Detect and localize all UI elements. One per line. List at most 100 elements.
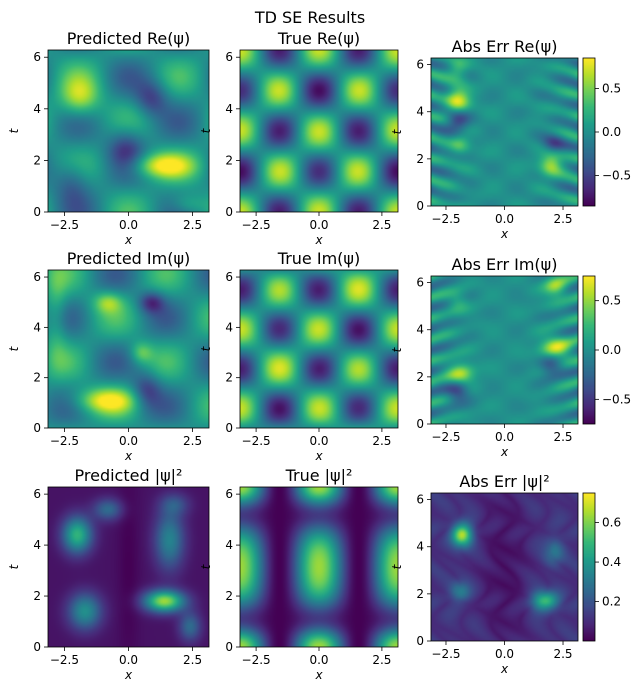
y-tick-label: 6 xyxy=(416,58,424,72)
panel-pred_re: Predicted Re(ψ) −2.5 0.0 2.5 0 2 4 6 x t xyxy=(7,29,210,247)
panel-err_im: Abs Err Im(ψ) −2.5 0.0 2.5 0 2 4 6 x t 0.5 0.0 −0.5 xyxy=(390,255,631,459)
panel-true_abs: True |ψ|² −2.5 0.0 2.5 0 2 4 6 x t xyxy=(199,466,399,682)
x-tick-label: 0.0 xyxy=(119,653,138,667)
x-tick-label: −2.5 xyxy=(242,218,271,232)
panel-title: True Im(ψ) xyxy=(277,249,360,268)
y-tick-label: 6 xyxy=(33,270,41,284)
x-tick-label: 2.5 xyxy=(183,653,202,667)
x-tick-label: −2.5 xyxy=(50,218,79,232)
colorbar-tick-label: 0.6 xyxy=(602,516,621,530)
x-tick-label: −2.5 xyxy=(50,653,79,667)
panel-title: Abs Err |ψ|² xyxy=(459,472,549,491)
colorbar-tick-label: −0.5 xyxy=(602,169,631,183)
y-tick-label: 0 xyxy=(416,417,424,431)
x-axis-label: x xyxy=(500,445,509,459)
y-tick-label: 4 xyxy=(225,102,233,116)
y-axis-label: t xyxy=(199,563,213,569)
x-tick-label: 2.5 xyxy=(372,653,391,667)
colorbar-tick-label: 0.2 xyxy=(602,595,621,609)
colorbar-tick-label: 0.5 xyxy=(602,81,621,95)
y-tick-label: 0 xyxy=(225,640,233,654)
figure-suptitle: TD SE Results xyxy=(254,8,365,27)
colorbar-tick-label: 0.4 xyxy=(602,555,621,569)
colorbar-gradient xyxy=(583,58,595,206)
panel-true_im: True Im(ψ) −2.5 0.0 2.5 0 2 4 6 x t xyxy=(199,249,399,463)
panel-title: True Re(ψ) xyxy=(277,29,360,48)
colorbar: 0.5 0.0 −0.5 xyxy=(582,275,631,425)
x-tick-label: 0.0 xyxy=(119,434,138,448)
panel-title: Abs Err Re(ψ) xyxy=(452,37,558,56)
x-tick-label: 0.0 xyxy=(309,434,328,448)
panel-title: Abs Err Im(ψ) xyxy=(452,255,558,274)
colorbar-frame xyxy=(582,492,596,642)
y-axis-label: t xyxy=(199,127,213,133)
x-tick-label: 2.5 xyxy=(183,434,202,448)
heatmap-pred_abs xyxy=(48,487,209,647)
y-tick-label: 2 xyxy=(225,589,233,603)
x-tick-label: 2.5 xyxy=(553,430,572,444)
panel-title: Predicted |ψ|² xyxy=(75,466,183,485)
heatmap-true_im xyxy=(240,270,398,428)
colorbar-tick-label: −0.5 xyxy=(602,392,631,406)
y-tick-label: 0 xyxy=(416,634,424,648)
y-tick-label: 0 xyxy=(33,205,41,219)
heatmap-err_re xyxy=(431,58,578,206)
y-axis-label: t xyxy=(7,563,21,569)
y-tick-label: 4 xyxy=(416,540,424,554)
y-tick-label: 4 xyxy=(416,323,424,337)
colorbar-tick-label: 0.0 xyxy=(602,343,621,357)
x-axis-label: x xyxy=(314,668,323,682)
x-tick-label: 2.5 xyxy=(372,218,391,232)
y-tick-label: 6 xyxy=(225,487,233,501)
x-tick-label: 2.5 xyxy=(553,647,572,661)
panel-pred_abs: Predicted |ψ|² −2.5 0.0 2.5 0 2 4 6 x t xyxy=(7,466,210,682)
heatmap-err_im xyxy=(431,276,578,424)
colorbar: 0.6 0.4 0.2 xyxy=(582,492,621,642)
x-axis-label: x xyxy=(124,449,133,463)
colorbar-gradient xyxy=(583,276,595,424)
x-axis-label: x xyxy=(500,662,509,676)
panel-title: Predicted Im(ψ) xyxy=(67,249,191,268)
y-tick-label: 4 xyxy=(225,320,233,334)
y-tick-label: 4 xyxy=(416,105,424,119)
x-tick-label: −2.5 xyxy=(242,653,271,667)
colorbar-gradient xyxy=(583,493,595,641)
y-tick-label: 0 xyxy=(33,421,41,435)
y-tick-label: 6 xyxy=(33,50,41,64)
x-axis-label: x xyxy=(314,449,323,463)
x-tick-label: 0.0 xyxy=(495,647,514,661)
x-tick-label: −2.5 xyxy=(431,430,460,444)
y-tick-label: 6 xyxy=(33,487,41,501)
x-tick-label: 2.5 xyxy=(553,212,572,226)
heatmap-true_abs xyxy=(240,487,398,647)
y-tick-label: 0 xyxy=(416,199,424,213)
x-tick-label: −2.5 xyxy=(431,647,460,661)
y-tick-label: 4 xyxy=(33,102,41,116)
x-tick-label: 0.0 xyxy=(119,218,138,232)
y-axis-label: t xyxy=(7,345,21,351)
y-tick-label: 2 xyxy=(33,371,41,385)
y-tick-label: 6 xyxy=(416,276,424,290)
x-tick-label: 0.0 xyxy=(495,430,514,444)
x-tick-label: −2.5 xyxy=(431,212,460,226)
y-tick-label: 4 xyxy=(33,538,41,552)
y-tick-label: 2 xyxy=(225,153,233,167)
x-tick-label: 0.0 xyxy=(309,218,328,232)
y-tick-label: 0 xyxy=(225,421,233,435)
x-axis-label: x xyxy=(124,668,133,682)
y-axis-label: t xyxy=(390,346,404,352)
y-axis-label: t xyxy=(390,128,404,134)
y-tick-label: 2 xyxy=(33,589,41,603)
heatmap-pred_re xyxy=(48,50,209,212)
x-tick-label: 0.0 xyxy=(495,212,514,226)
panel-title: Predicted Re(ψ) xyxy=(67,29,190,48)
y-tick-label: 2 xyxy=(416,152,424,166)
colorbar-tick-label: 0.0 xyxy=(602,125,621,139)
y-tick-label: 2 xyxy=(416,370,424,384)
panel-err_re: Abs Err Re(ψ) −2.5 0.0 2.5 0 2 4 6 x t 0.5 0.0 −0.5 xyxy=(390,37,631,241)
colorbar: 0.5 0.0 −0.5 xyxy=(582,57,631,207)
y-axis-label: t xyxy=(390,563,404,569)
y-axis-label: t xyxy=(7,127,21,133)
colorbar-tick-label: 0.5 xyxy=(602,294,621,308)
x-tick-label: 0.0 xyxy=(309,653,328,667)
